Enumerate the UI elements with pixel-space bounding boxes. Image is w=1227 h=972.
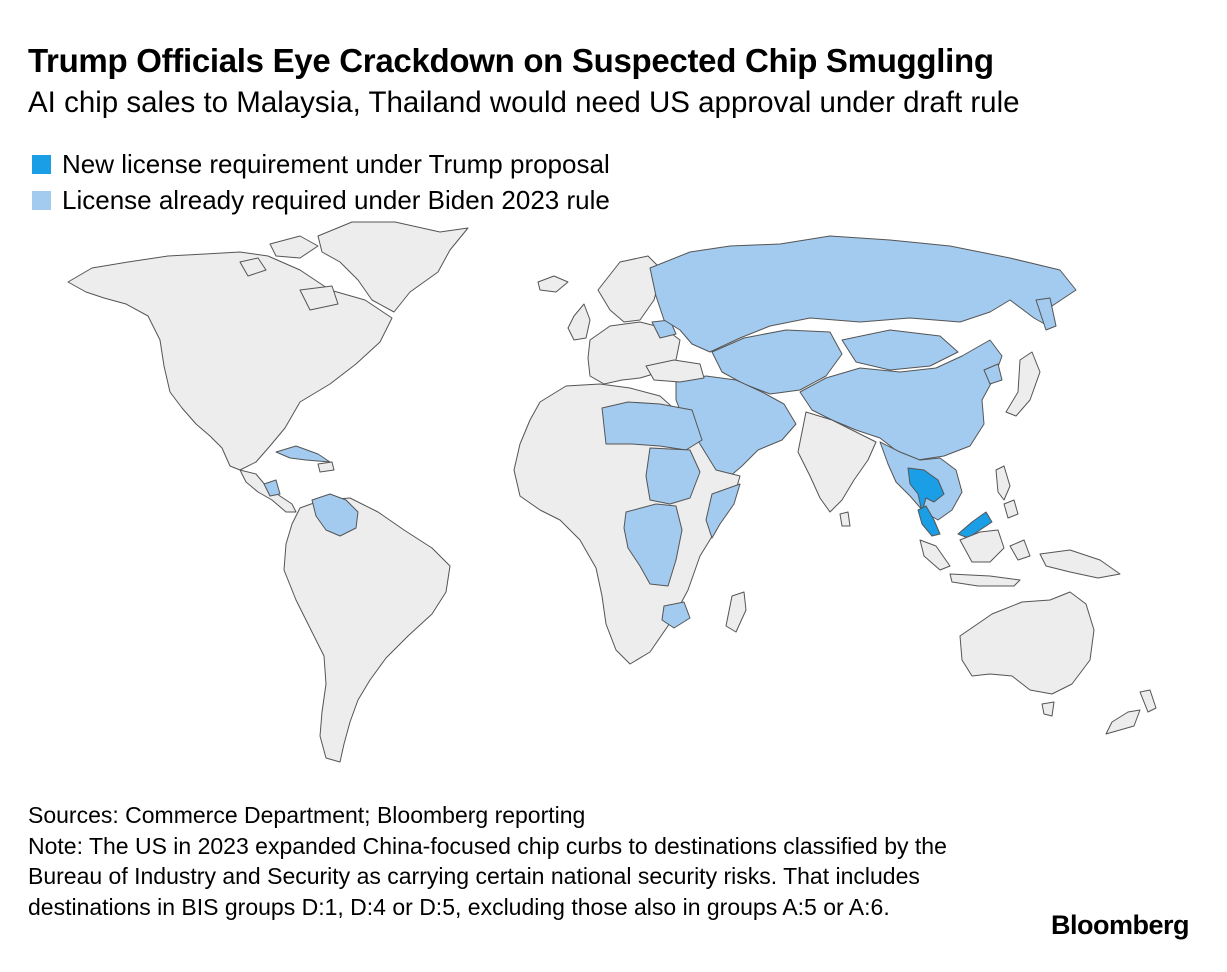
region-belarus bbox=[651, 319, 677, 339]
region-japan bbox=[1005, 351, 1041, 417]
region-arctic-islands bbox=[239, 235, 339, 311]
bloomberg-logo: Bloomberg bbox=[1050, 910, 1190, 940]
region-venezuela bbox=[311, 493, 359, 537]
region-cuba bbox=[275, 445, 331, 463]
region-scandinavia bbox=[597, 255, 663, 323]
note-text: Note: The US in 2023 expanded China-focu… bbox=[28, 832, 947, 920]
region-thailand bbox=[907, 467, 945, 513]
region-australia bbox=[959, 591, 1095, 695]
region-sudan bbox=[645, 447, 701, 505]
region-drc bbox=[623, 503, 683, 587]
region-north-america bbox=[67, 251, 393, 471]
region-russia bbox=[649, 235, 1077, 353]
chart-title: Trump Officials Eye Crackdown on Suspect… bbox=[28, 42, 994, 79]
legend-item-existing: License already required under Biden 202… bbox=[32, 182, 610, 218]
region-india bbox=[797, 411, 877, 513]
region-malaysia-peninsula bbox=[917, 505, 941, 537]
region-north-korea bbox=[983, 363, 1003, 385]
legend-label-new: New license requirement under Trump prop… bbox=[62, 148, 610, 179]
region-zimbabwe bbox=[661, 601, 691, 629]
region-madagascar bbox=[725, 591, 747, 633]
legend-swatch-new bbox=[32, 154, 51, 174]
region-south-america bbox=[283, 497, 451, 763]
region-russia-east bbox=[1035, 297, 1057, 331]
region-tasmania bbox=[1041, 701, 1055, 717]
region-indonesia bbox=[919, 529, 1031, 587]
region-hispaniola bbox=[317, 461, 335, 473]
region-libya-egypt bbox=[601, 401, 703, 451]
region-somalia bbox=[705, 483, 741, 539]
sources-text: Sources: Commerce Department; Bloomberg … bbox=[28, 802, 586, 828]
region-new-zealand bbox=[1105, 689, 1157, 735]
region-sri-lanka bbox=[839, 511, 851, 527]
chart-subtitle: AI chip sales to Malaysia, Thailand woul… bbox=[28, 86, 1020, 119]
region-nicaragua bbox=[263, 479, 281, 497]
region-turkey bbox=[645, 359, 705, 383]
world-map bbox=[67, 221, 1157, 763]
legend-item-new: New license requirement under Trump prop… bbox=[32, 146, 610, 182]
region-china bbox=[799, 339, 1003, 461]
region-uk bbox=[567, 303, 591, 341]
legend-swatch-existing bbox=[32, 190, 51, 210]
region-iceland bbox=[537, 275, 569, 293]
region-philippines bbox=[995, 465, 1019, 519]
footer: Sources: Commerce Department; Bloomberg … bbox=[28, 800, 988, 922]
region-greenland bbox=[317, 221, 469, 313]
legend: New license requirement under Trump prop… bbox=[32, 146, 610, 218]
legend-label-existing: License already required under Biden 202… bbox=[62, 184, 610, 215]
region-mongolia bbox=[841, 329, 959, 371]
region-new-guinea bbox=[1039, 549, 1121, 579]
